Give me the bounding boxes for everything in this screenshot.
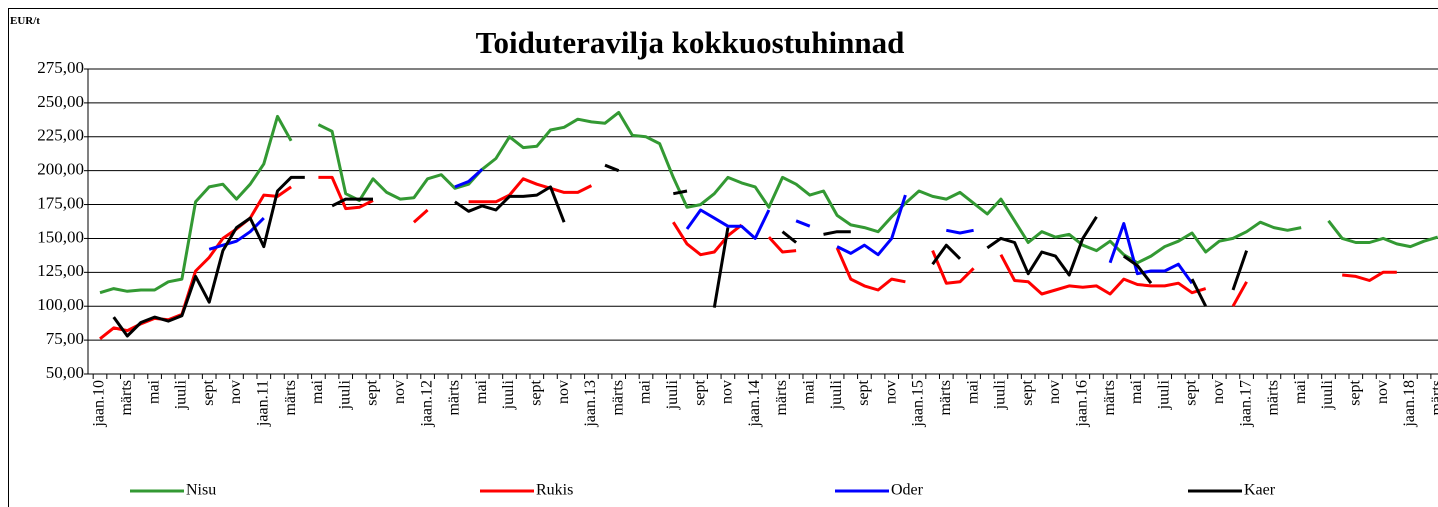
x-tick-label: märts (118, 380, 135, 416)
x-tick-label: märts (1101, 380, 1118, 416)
x-tick-label: nov (882, 380, 899, 404)
x-tick-label: märts (446, 380, 463, 416)
x-tick-label: juuli (500, 379, 517, 410)
series-line (112, 163, 1249, 338)
x-tick-label: märts (1428, 380, 1438, 416)
x-tick-label: sept (855, 379, 872, 405)
x-tick-label: märts (773, 380, 790, 416)
x-tick-label: nov (555, 380, 572, 404)
x-tick-label: mai (473, 379, 490, 404)
x-tick-label: juuli (173, 379, 190, 410)
y-tick-label: 175,00 (37, 193, 84, 212)
x-tick-label: juuli (1155, 379, 1172, 410)
y-axis-label: EUR/t (10, 15, 40, 27)
x-tick-label: märts (282, 380, 299, 416)
y-tick-label: 50,00 (46, 363, 84, 382)
x-tick-label: jaan.11 (254, 380, 271, 427)
x-tick-label: mai (964, 379, 981, 404)
x-tick-label: sept (364, 379, 381, 405)
x-tick-label: mai (145, 379, 162, 404)
series-line (208, 168, 1194, 285)
y-tick-label: 100,00 (37, 295, 84, 314)
x-tick-label: jaan.13 (582, 380, 599, 428)
chart-frame (8, 8, 1438, 507)
x-tick-label: märts (937, 380, 954, 416)
x-tick-label: sept (527, 379, 544, 405)
y-tick-label: 75,00 (46, 329, 84, 348)
x-tick-label: juuli (664, 379, 681, 410)
series-line (99, 110, 1438, 295)
y-tick-label: 200,00 (37, 160, 84, 179)
x-tick-label: mai (1292, 379, 1309, 404)
x-tick-label: jaan.12 (418, 380, 435, 428)
x-tick-label: jaan.18 (1401, 380, 1418, 428)
legend-label: Rukis (536, 482, 573, 499)
x-tick-label: nov (1374, 380, 1391, 404)
x-tick-label: sept (1183, 379, 1200, 405)
x-tick-label: jaan.15 (910, 380, 927, 428)
x-tick-label: nov (719, 380, 736, 404)
x-tick-label: jaan.10 (91, 380, 108, 428)
x-tick-label: sept (1019, 379, 1036, 405)
x-tick-label: nov (227, 380, 244, 404)
x-tick-label: sept (691, 379, 708, 405)
x-tick-label: juuli (1319, 379, 1336, 410)
y-tick-label: 125,00 (37, 261, 84, 280)
y-tick-label: 225,00 (37, 126, 84, 145)
x-tick-label: juuli (992, 379, 1009, 410)
x-tick-label: mai (309, 379, 326, 404)
series-line (99, 175, 1397, 340)
y-tick-label: 250,00 (37, 92, 84, 111)
legend-label: Nisu (186, 482, 216, 499)
legend-label: Kaer (1244, 482, 1276, 499)
chart-title: Toiduteravilja kokkuostuhinnad (476, 25, 905, 60)
x-tick-label: sept (1346, 379, 1363, 405)
x-tick-label: mai (800, 379, 817, 404)
x-tick-label: juuli (828, 379, 845, 410)
legend-label: Oder (891, 482, 924, 499)
x-tick-label: nov (1046, 380, 1063, 404)
x-tick-label: juuli (336, 379, 353, 410)
x-tick-label: mai (1128, 379, 1145, 404)
y-tick-label: 275,00 (37, 58, 84, 77)
x-tick-label: märts (609, 380, 626, 416)
x-tick-label: jaan.16 (1073, 380, 1090, 428)
x-tick-label: märts (1265, 380, 1282, 416)
x-tick-label: jaan.17 (1237, 380, 1254, 428)
y-tick-label: 150,00 (37, 227, 84, 246)
x-tick-label: sept (200, 379, 217, 405)
x-tick-label: nov (1210, 380, 1227, 404)
x-tick-label: nov (391, 380, 408, 404)
x-tick-label: jaan.14 (746, 380, 763, 428)
x-tick-label: mai (637, 379, 654, 404)
